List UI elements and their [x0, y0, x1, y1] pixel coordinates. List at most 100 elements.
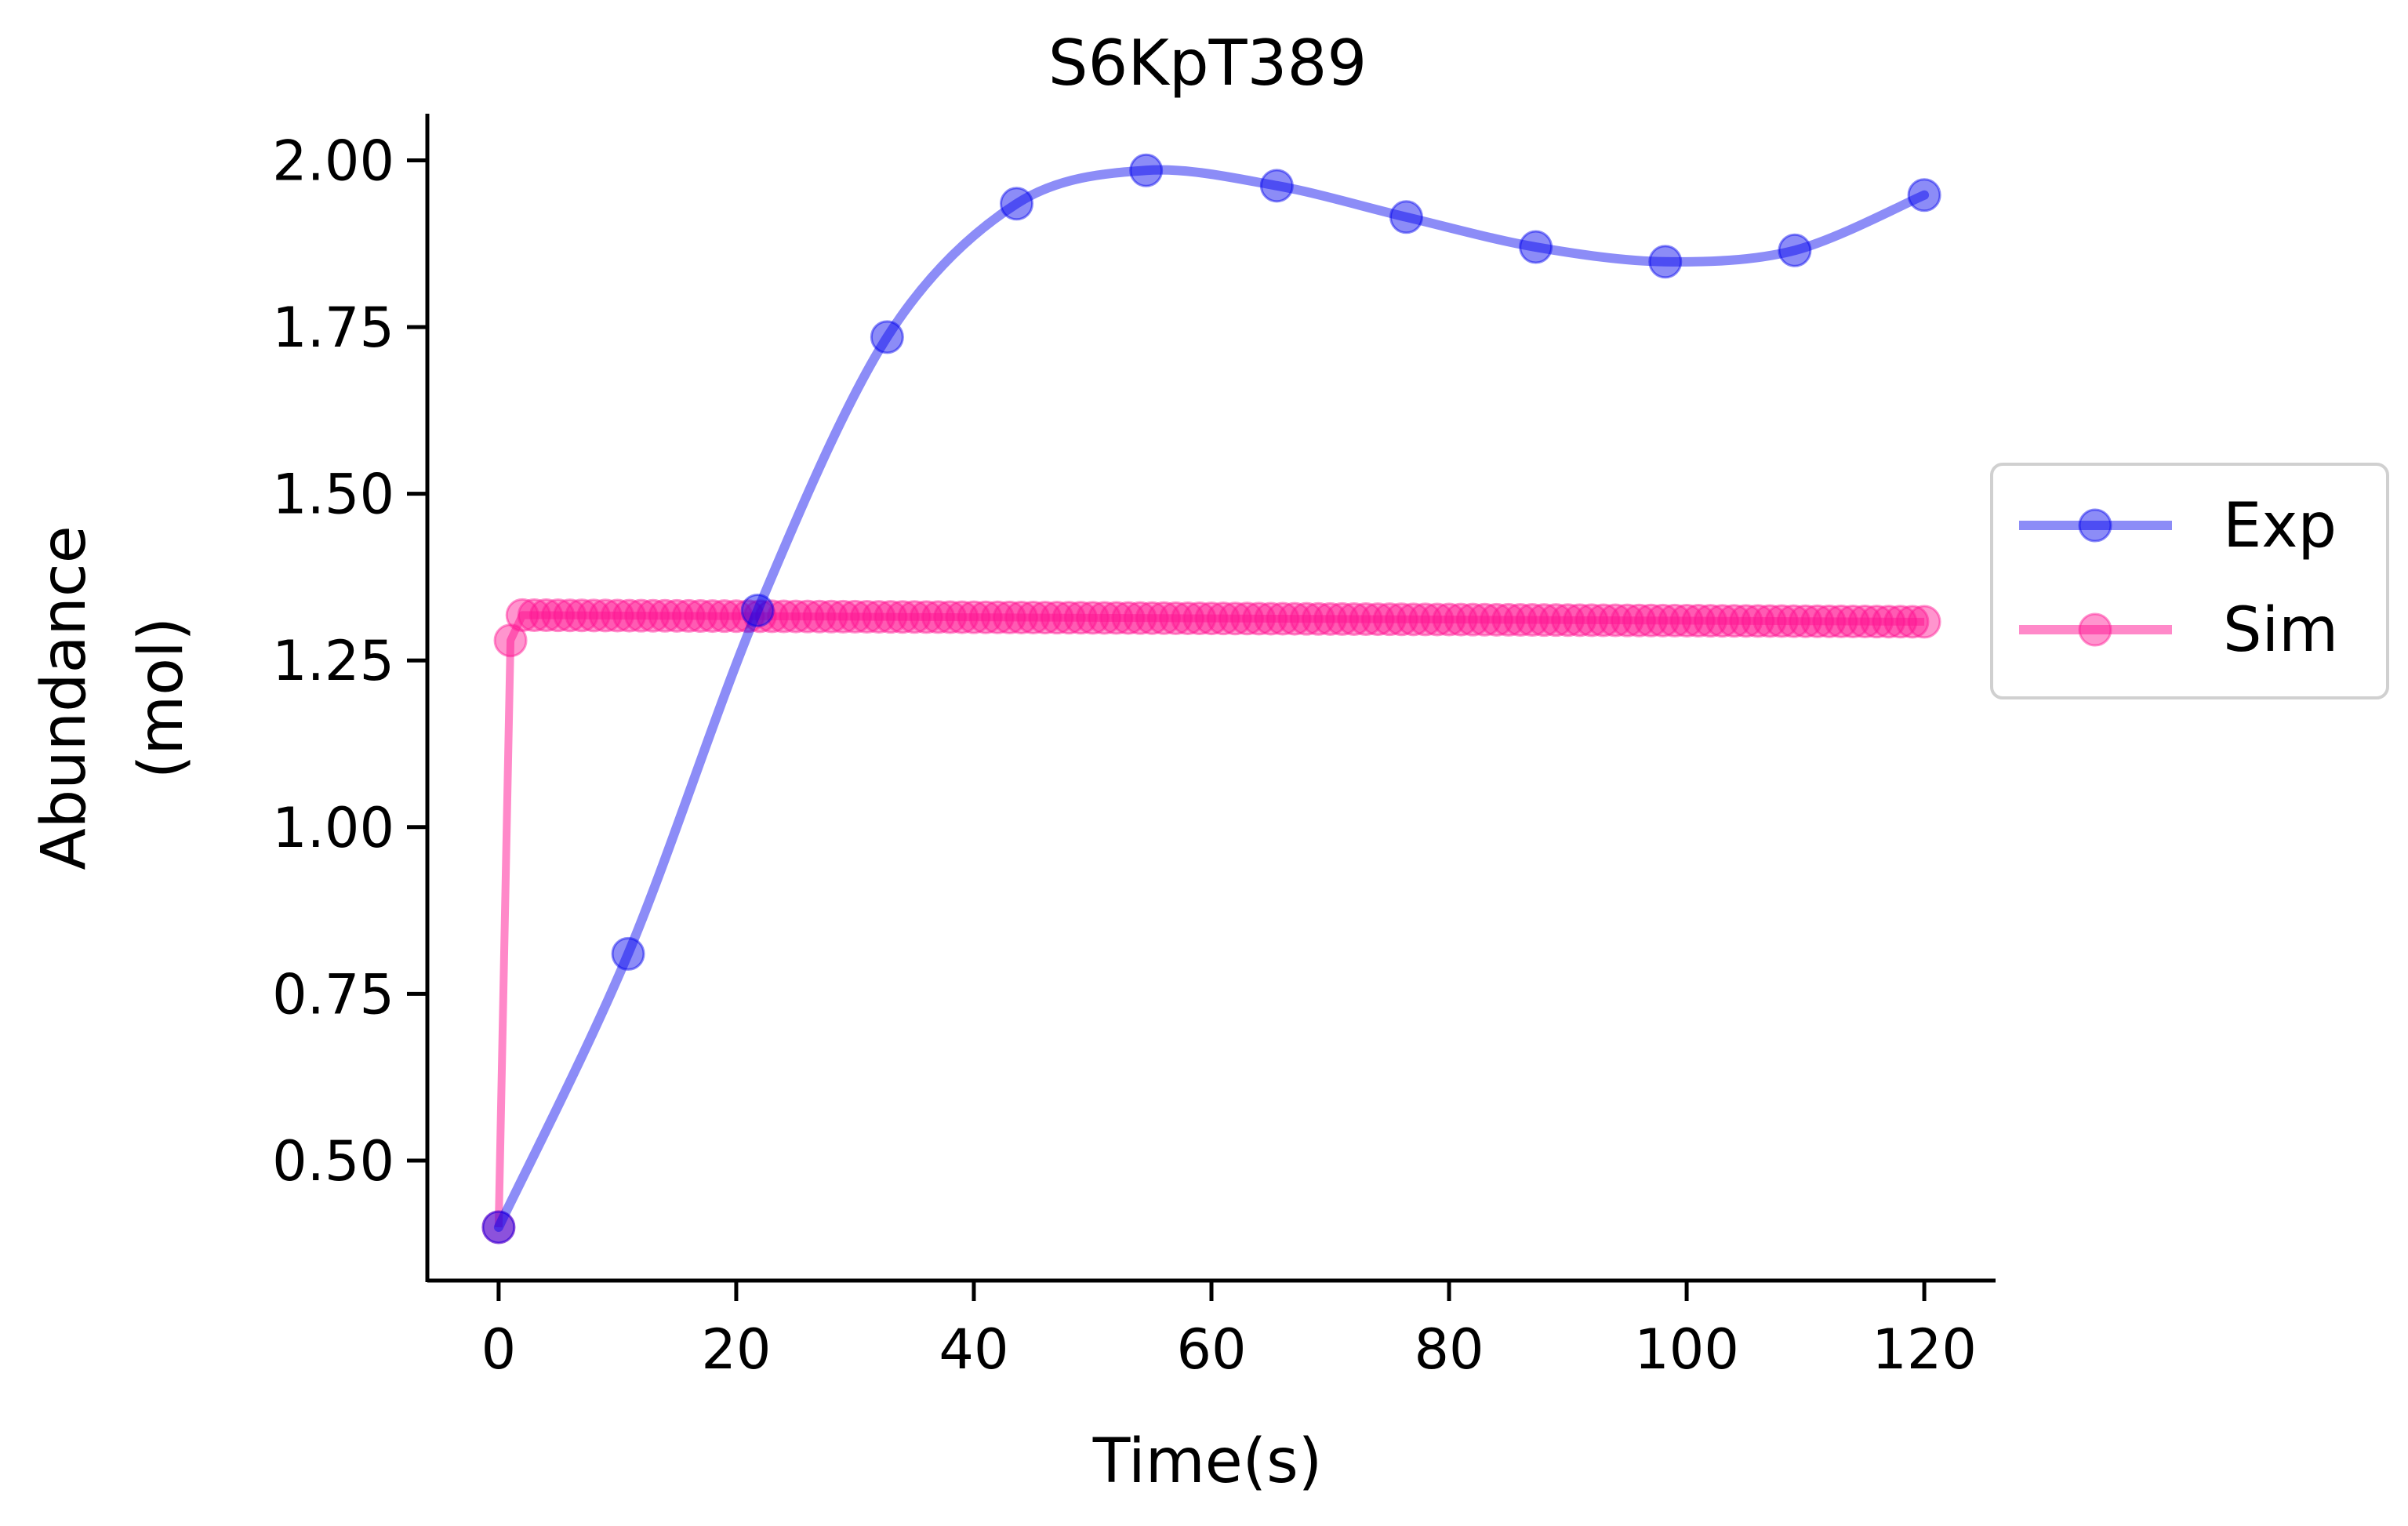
series-sim-point	[1789, 604, 1823, 638]
y-tick-label: 1.75	[272, 296, 394, 360]
series-sim-point	[873, 600, 908, 634]
series-sim-point	[1289, 601, 1324, 636]
legend-item-exp: Exp	[2019, 491, 2337, 561]
series-sim-point	[1527, 603, 1561, 638]
series-sim-point	[1824, 604, 1858, 638]
series-sim-point	[1563, 603, 1597, 638]
series-exp-point	[740, 593, 775, 627]
series-sim-point	[1051, 601, 1086, 635]
series-sim-point	[1847, 605, 1882, 639]
series-sim-point	[636, 598, 670, 633]
y-tick-label: 2.00	[272, 129, 394, 194]
series-sim-line	[494, 611, 1925, 1228]
series-sim-point	[814, 599, 848, 634]
series-sim-point	[1741, 604, 1775, 638]
series-exp-point	[1778, 233, 1812, 267]
series-sim-point	[481, 1210, 516, 1244]
y-tick-label: 0.75	[272, 962, 394, 1026]
series-sim-point	[576, 598, 611, 633]
x-tick-label: 100	[1634, 1317, 1739, 1382]
series-sim-point	[1277, 601, 1312, 636]
series-sim-point	[850, 600, 884, 634]
series-sim-point	[1111, 601, 1146, 635]
series-sim-point	[1764, 604, 1799, 638]
x-tick-label: 60	[1176, 1317, 1246, 1382]
series-exp-point	[1129, 153, 1164, 187]
series-sim-point	[743, 599, 777, 634]
series-sim-point	[1836, 604, 1870, 638]
series-sim-point	[731, 599, 765, 634]
series-sim-point	[1598, 603, 1633, 638]
series-sim-point	[588, 598, 623, 633]
series-sim-point	[1729, 604, 1763, 638]
series-sim-point	[1551, 603, 1585, 638]
series-sim-point	[1622, 603, 1656, 638]
series-sim-point	[767, 599, 801, 634]
series-sim-point	[1658, 603, 1692, 638]
series-sim-point	[1681, 604, 1716, 638]
series-sim	[481, 598, 1941, 1244]
series-sim-point	[1610, 603, 1644, 638]
series-sim-point	[885, 600, 920, 634]
series-sim-point	[933, 600, 968, 634]
legend-swatch-exp-marker	[2078, 508, 2112, 543]
series-exp-point	[1907, 178, 1941, 213]
series-sim-point	[517, 598, 551, 632]
plot-area	[481, 153, 1941, 1244]
series-exp-point	[611, 936, 645, 971]
series-sim-point	[1218, 601, 1252, 636]
series-sim-point	[992, 600, 1026, 634]
y-axis-ticks: 0.50 0.75 1.00 1.25 1.50 1.75 2.00	[272, 129, 427, 1194]
x-tick-label: 40	[939, 1317, 1008, 1382]
series-sim-point	[1325, 601, 1360, 636]
series-exp-point	[1259, 169, 1294, 203]
series-sim-point	[1634, 603, 1669, 638]
series-sim-point	[1301, 601, 1335, 636]
series-sim-point	[980, 600, 1015, 634]
series-sim-point	[1895, 605, 1930, 639]
series-sim-point	[802, 599, 837, 634]
series-sim-point	[1360, 602, 1395, 637]
series-sim-point	[1408, 602, 1443, 637]
series-sim-point	[600, 598, 634, 633]
series-sim-point	[862, 600, 896, 634]
series-sim-point	[1693, 604, 1727, 638]
series-exp-point	[1000, 187, 1034, 221]
series-sim-point	[897, 600, 932, 634]
series-sim-point	[1229, 601, 1264, 636]
series-sim-point	[1159, 601, 1193, 635]
series-exp-point	[1519, 230, 1553, 264]
series-sim-point	[1859, 605, 1894, 639]
series-sim-point	[779, 599, 813, 634]
series-sim-point	[1123, 601, 1157, 635]
series-sim-point	[529, 598, 564, 633]
legend-item-sim: Sim	[2019, 595, 2338, 666]
series-sim-point	[1515, 603, 1549, 638]
series-sim-point	[719, 599, 754, 634]
series-sim-point	[1063, 601, 1098, 635]
x-tick-label: 120	[1872, 1317, 1977, 1382]
y-tick-label: 1.25	[272, 629, 394, 693]
series-sim-point	[648, 598, 682, 633]
series-sim-point	[837, 599, 872, 634]
series-sim-point	[707, 599, 742, 634]
series-sim-point	[754, 599, 789, 634]
series-sim-point	[1883, 605, 1918, 639]
series-sim-point	[1313, 601, 1348, 636]
series-sim-point	[1669, 603, 1704, 638]
x-tick-label: 20	[701, 1317, 771, 1382]
series-sim-point	[1028, 601, 1062, 635]
series-sim-point	[1646, 603, 1680, 638]
series-sim-point	[1016, 601, 1051, 635]
series-sim-point	[1171, 601, 1205, 635]
series-sim-point	[1538, 603, 1573, 638]
series-sim-point	[1800, 604, 1835, 638]
series-sim-point	[1467, 602, 1502, 637]
series-sim-point	[1480, 602, 1514, 637]
series-sim-point	[1444, 602, 1478, 637]
series-exp-line	[493, 165, 1930, 1232]
series-sim-point	[1372, 602, 1407, 637]
series-sim-point	[493, 623, 528, 658]
legend-swatch-sim-marker	[2078, 612, 2112, 647]
y-tick-label: 1.00	[272, 796, 394, 860]
